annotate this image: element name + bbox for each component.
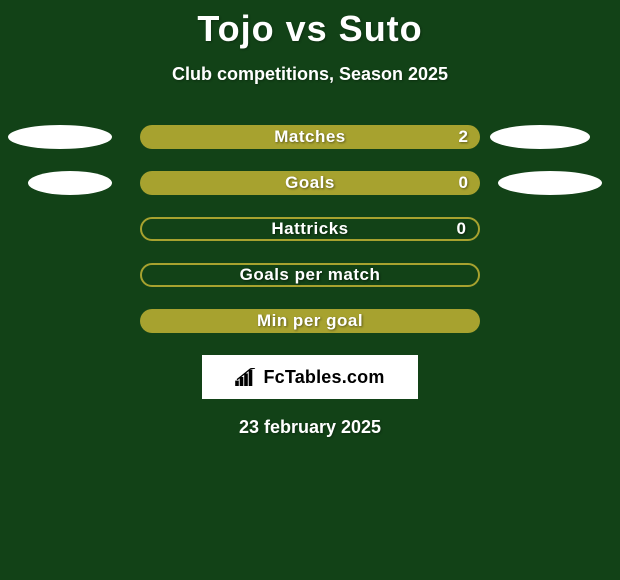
stat-label: Goals [285, 173, 335, 193]
stat-value: 0 [457, 219, 466, 239]
stat-row: Hattricks 0 [0, 217, 620, 241]
page-title: Tojo vs Suto [0, 0, 620, 50]
stat-label: Min per goal [257, 311, 363, 331]
stat-row: Goals 0 [0, 171, 620, 195]
stat-bar-min-per-goal: Min per goal [140, 309, 480, 333]
left-ellipse [28, 171, 112, 195]
stat-bar-goals-per-match: Goals per match [140, 263, 480, 287]
fctables-bars-icon [235, 368, 257, 386]
stats-rows: Matches 2 Goals 0 Hattricks 0 Goals per … [0, 125, 620, 333]
right-ellipse [490, 125, 590, 149]
stat-label: Matches [274, 127, 346, 147]
stat-value: 2 [459, 127, 468, 147]
right-ellipse [498, 171, 602, 195]
left-ellipse [8, 125, 112, 149]
stat-label: Hattricks [271, 219, 348, 239]
stat-bar-goals: Goals 0 [140, 171, 480, 195]
branding-text: FcTables.com [263, 367, 384, 388]
branding-box: FcTables.com [202, 355, 418, 399]
footer-date: 23 february 2025 [0, 417, 620, 438]
stat-row: Min per goal [0, 309, 620, 333]
stat-value: 0 [459, 173, 468, 193]
stat-row: Goals per match [0, 263, 620, 287]
stat-bar-matches: Matches 2 [140, 125, 480, 149]
stat-row: Matches 2 [0, 125, 620, 149]
stat-bar-hattricks: Hattricks 0 [140, 217, 480, 241]
page-subtitle: Club competitions, Season 2025 [0, 64, 620, 85]
stat-label: Goals per match [240, 265, 381, 285]
